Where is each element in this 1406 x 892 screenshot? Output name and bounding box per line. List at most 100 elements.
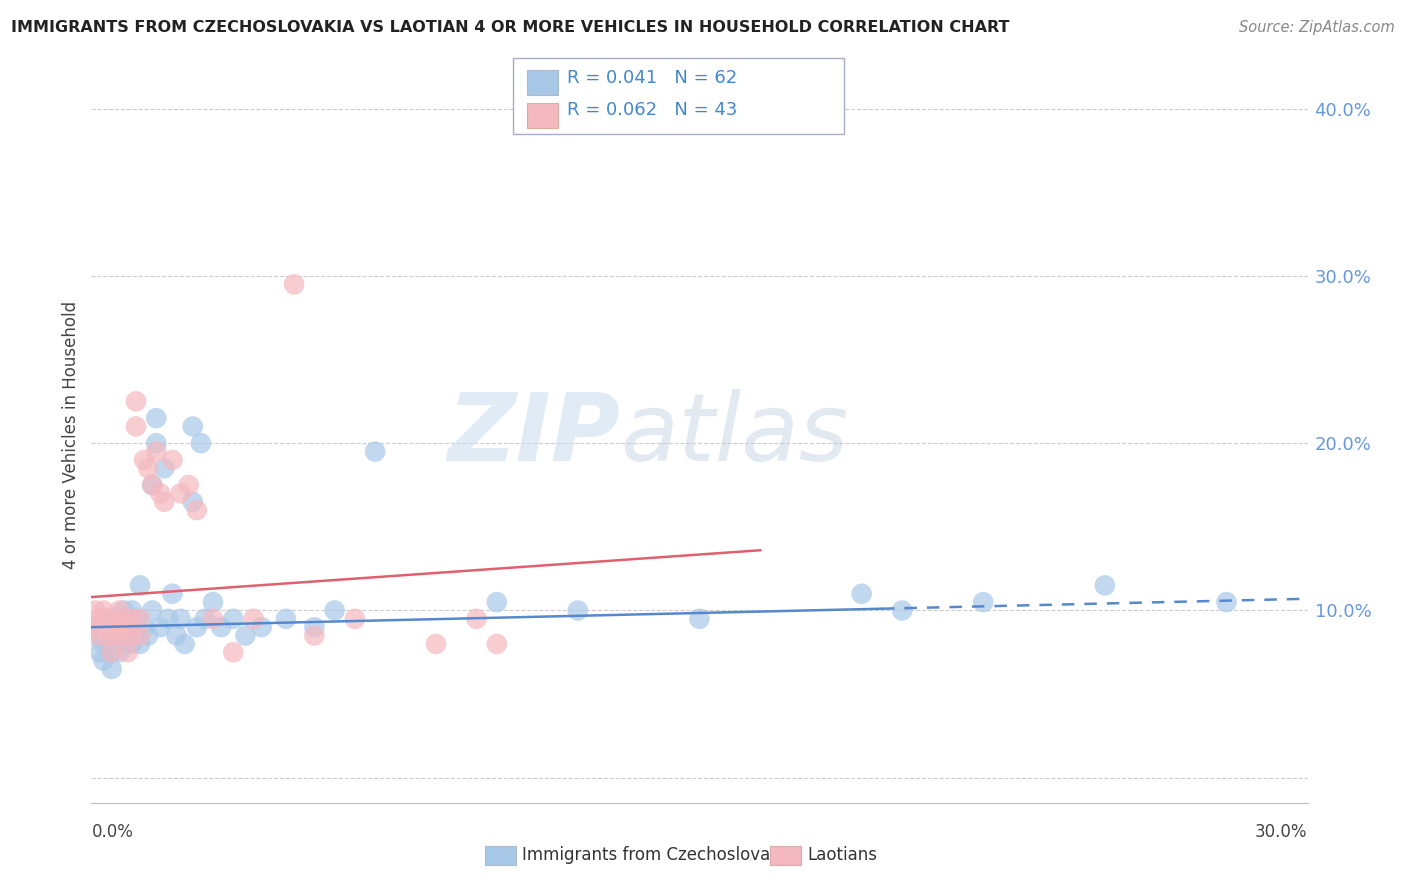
Point	[125, 394, 148, 409]
Point	[108, 620, 131, 634]
Point	[117, 612, 139, 626]
Point	[242, 612, 264, 626]
Point	[89, 629, 111, 643]
Point	[129, 637, 152, 651]
Point	[121, 620, 143, 634]
Point	[169, 612, 191, 626]
Point	[100, 662, 122, 676]
Point	[173, 637, 195, 651]
Point	[129, 612, 152, 626]
Point	[108, 629, 131, 643]
Point	[93, 603, 115, 617]
Point	[567, 603, 589, 617]
Point	[93, 637, 115, 651]
Point	[125, 612, 148, 626]
Point	[104, 612, 127, 626]
Point	[141, 603, 163, 617]
Point	[89, 612, 111, 626]
Point	[112, 629, 135, 643]
Point	[222, 645, 245, 659]
Point	[104, 637, 127, 651]
Point	[89, 645, 111, 659]
Point	[162, 453, 184, 467]
Text: atlas: atlas	[620, 389, 849, 481]
Point	[145, 444, 167, 458]
Point	[186, 503, 208, 517]
Point	[117, 620, 139, 634]
Point	[136, 461, 159, 475]
Text: 0.0%: 0.0%	[91, 822, 134, 840]
Point	[93, 654, 115, 668]
Point	[84, 603, 107, 617]
Point	[117, 645, 139, 659]
Point	[97, 612, 120, 626]
Point	[125, 629, 148, 643]
Point	[112, 620, 135, 634]
Point	[235, 629, 257, 643]
Point	[112, 603, 135, 617]
Point	[100, 645, 122, 659]
Point	[97, 629, 120, 643]
Point	[108, 612, 131, 626]
Text: IMMIGRANTS FROM CZECHOSLOVAKIA VS LAOTIAN 4 OR MORE VEHICLES IN HOUSEHOLD CORREL: IMMIGRANTS FROM CZECHOSLOVAKIA VS LAOTIA…	[11, 20, 1010, 35]
Point	[117, 629, 139, 643]
Point	[465, 612, 488, 626]
Text: Laotians: Laotians	[807, 847, 877, 864]
Point	[425, 637, 447, 651]
Point	[121, 629, 143, 643]
Point	[129, 629, 152, 643]
Point	[129, 578, 152, 592]
Text: ZIP: ZIP	[447, 389, 620, 481]
Point	[194, 612, 217, 626]
Point	[100, 620, 122, 634]
Point	[688, 612, 710, 626]
Point	[84, 629, 107, 643]
Y-axis label: 4 or more Vehicles in Household: 4 or more Vehicles in Household	[62, 301, 80, 569]
Point	[485, 595, 508, 609]
Point	[84, 620, 107, 634]
Point	[145, 436, 167, 450]
Point	[104, 612, 127, 626]
Point	[851, 587, 873, 601]
Point	[145, 411, 167, 425]
Point	[112, 612, 135, 626]
Point	[162, 587, 184, 601]
Text: 30.0%: 30.0%	[1256, 822, 1308, 840]
Point	[364, 444, 387, 458]
Point	[108, 645, 131, 659]
Point	[104, 629, 127, 643]
Point	[972, 595, 994, 609]
Point	[323, 603, 346, 617]
Point	[100, 620, 122, 634]
Point	[1094, 578, 1116, 592]
Point	[89, 620, 111, 634]
Point	[121, 637, 143, 651]
Point	[93, 620, 115, 634]
Point	[100, 645, 122, 659]
Point	[166, 629, 188, 643]
Point	[153, 461, 176, 475]
Point	[343, 612, 366, 626]
Point	[209, 620, 232, 634]
Point	[132, 620, 155, 634]
Point	[250, 620, 273, 634]
Point	[202, 612, 225, 626]
Text: Source: ZipAtlas.com: Source: ZipAtlas.com	[1239, 20, 1395, 35]
Text: R = 0.062   N = 43: R = 0.062 N = 43	[567, 101, 737, 119]
Point	[169, 486, 191, 500]
Point	[274, 612, 297, 626]
Point	[181, 495, 204, 509]
Point	[125, 419, 148, 434]
Point	[157, 612, 180, 626]
Point	[97, 612, 120, 626]
Point	[190, 436, 212, 450]
Point	[132, 453, 155, 467]
Point	[283, 277, 305, 292]
Point	[141, 478, 163, 492]
Point	[891, 603, 914, 617]
Point	[1215, 595, 1237, 609]
Point	[222, 612, 245, 626]
Point	[141, 478, 163, 492]
Point	[304, 629, 326, 643]
Point	[177, 478, 200, 492]
